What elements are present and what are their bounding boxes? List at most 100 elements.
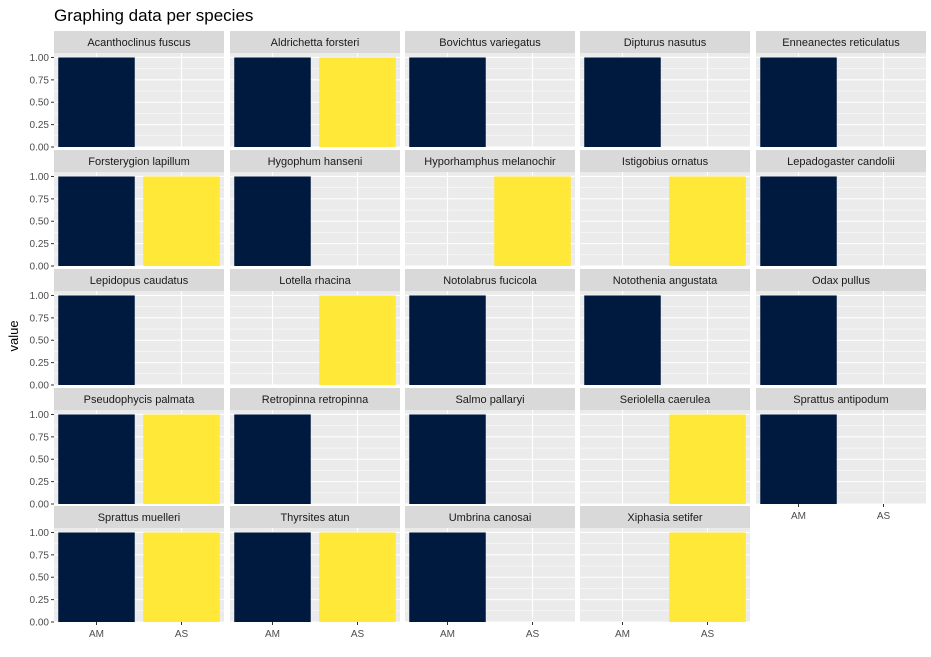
x-tick-label: AM	[265, 629, 280, 640]
chart-title: Graphing data per species	[54, 6, 253, 25]
facet-hyporhamphus-melanochir: Hyporhamphus melanochir	[405, 150, 575, 267]
facet-strip	[580, 150, 750, 172]
facet-notothenia-angustata: Notothenia angustata	[580, 269, 750, 386]
bar-am	[584, 57, 661, 147]
bar-as	[669, 414, 746, 504]
facet-strip-label: Hyporhamphus melanochir	[424, 156, 556, 168]
y-tick-label: 0.25	[30, 358, 50, 369]
bar-am	[58, 532, 135, 622]
facet-lotella-rhacina: Lotella rhacina	[230, 269, 400, 386]
bar-as	[143, 176, 220, 266]
y-tick-label: 0.75	[30, 313, 50, 324]
y-tick-label: 0.00	[30, 381, 50, 392]
facet-strip	[580, 31, 750, 53]
bar-am	[760, 414, 837, 504]
facet-strip	[580, 388, 750, 410]
facet-dipturus-nasutus: Dipturus nasutus	[580, 31, 750, 148]
facet-strip	[580, 506, 750, 528]
facet-strip	[230, 31, 400, 53]
y-tick-label: 1.00	[30, 172, 50, 183]
y-tick-label: 0.75	[30, 432, 50, 443]
facet-sprattus-muelleri: Sprattus muelleri 0.00 0.25 0.50 0.75 1.00 AM A…	[30, 506, 224, 640]
bar-am	[409, 57, 486, 147]
bar-am	[58, 295, 135, 385]
facet-strip	[405, 388, 575, 410]
facet-lepidopus-caudatus: Lepidopus caudatus 0.00 0.25 0.50 0.75 1.00	[30, 269, 224, 392]
facet-retropinna-retropinna: Retropinna retropinna	[230, 388, 400, 505]
facet-strip	[54, 31, 224, 53]
facet-strip-label: Pseudophycis palmata	[84, 394, 196, 406]
bar-am	[760, 57, 837, 147]
bar-am	[234, 532, 311, 622]
x-tick-label: AM	[440, 629, 455, 640]
bar-am	[58, 414, 135, 504]
facet-aldrichetta-forsteri: Aldrichetta forsteri	[230, 31, 400, 148]
facet-strip	[580, 269, 750, 291]
facet-strip-label: Sprattus muelleri	[98, 512, 181, 524]
facet-umbrina-canosai: Umbrina canosai AM AS	[405, 506, 575, 640]
facet-strip-label: Enneanectes reticulatus	[782, 37, 900, 49]
facet-strip	[756, 388, 926, 410]
facet-strip-label: Notothenia angustata	[613, 275, 718, 287]
x-tick-label: AM	[791, 511, 806, 522]
facet-salmo-pallaryi: Salmo pallaryi	[405, 388, 575, 505]
facet-strip	[756, 269, 926, 291]
facet-strip-label: Hygophum hanseni	[268, 156, 363, 168]
facet-strip	[405, 31, 575, 53]
x-tick-label: AS	[526, 629, 540, 640]
facet-strip-label: Lotella rhacina	[279, 275, 351, 287]
bar-as	[669, 532, 746, 622]
y-tick-label: 1.00	[30, 528, 50, 539]
y-tick-label: 0.00	[30, 618, 50, 629]
facet-strip-label: Bovichtus variegatus	[439, 37, 541, 49]
x-tick-label: AS	[175, 629, 189, 640]
bar-as	[494, 176, 571, 266]
facet-odax-pullus: Odax pullus	[756, 269, 926, 386]
facet-enneanectes-reticulatus: Enneanectes reticulatus	[756, 31, 926, 148]
y-axis-title: value	[6, 320, 21, 351]
facet-strip	[756, 31, 926, 53]
x-tick-label: AM	[89, 629, 104, 640]
y-tick-label: 0.75	[30, 194, 50, 205]
bar-am	[760, 176, 837, 266]
x-tick-label: AM	[615, 629, 630, 640]
bar-am	[58, 57, 135, 147]
facet-strip-label: Lepidopus caudatus	[90, 275, 189, 287]
bar-am	[760, 295, 837, 385]
facet-strip-label: Retropinna retropinna	[262, 394, 369, 406]
facet-strip-label: Odax pullus	[812, 275, 871, 287]
x-tick-label: AS	[351, 629, 365, 640]
y-tick-label: 0.50	[30, 217, 50, 228]
facet-thyrsites-atun: Thyrsites atun AM AS	[230, 506, 400, 640]
bar-am	[584, 295, 661, 385]
y-tick-label: 0.25	[30, 477, 50, 488]
facet-bovichtus-variegatus: Bovichtus variegatus	[405, 31, 575, 148]
bar-am	[58, 176, 135, 266]
facet-lepadogaster-candolii: Lepadogaster candolii	[756, 150, 926, 267]
x-tick-label: AS	[701, 629, 715, 640]
facet-strip	[756, 150, 926, 172]
facet-strip-label: Sprattus antipodum	[793, 394, 888, 406]
x-tick-label: AS	[877, 511, 891, 522]
facet-strip	[230, 150, 400, 172]
facet-strip	[54, 150, 224, 172]
bar-am	[409, 414, 486, 504]
bar-am	[409, 295, 486, 385]
bar-as	[319, 295, 396, 385]
y-tick-label: 0.50	[30, 98, 50, 109]
bar-as	[143, 414, 220, 504]
y-tick-label: 0.00	[30, 500, 50, 511]
bar-am	[409, 532, 486, 622]
y-tick-label: 0.00	[30, 262, 50, 273]
facet-strip-label: Seriolella caerulea	[620, 394, 711, 406]
y-tick-label: 0.50	[30, 336, 50, 347]
facet-strip-label: Aldrichetta forsteri	[271, 37, 360, 49]
bar-am	[234, 57, 311, 147]
bar-as	[319, 532, 396, 622]
facet-sprattus-antipodum: Sprattus antipodum AM AS	[756, 388, 926, 522]
facet-xiphasia-setifer: Xiphasia setifer AM AS	[580, 506, 750, 640]
facet-strip-label: Notolabrus fucicola	[443, 275, 537, 287]
facet-strip-label: Dipturus nasutus	[624, 37, 707, 49]
y-tick-label: 0.00	[30, 143, 50, 154]
